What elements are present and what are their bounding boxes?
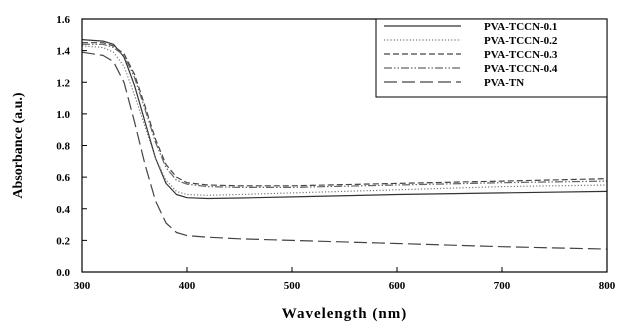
x-tick-label: 500 xyxy=(284,280,301,292)
series-line xyxy=(81,45,608,196)
x-tick-label: 400 xyxy=(179,280,196,292)
y-tick-label: 1.4 xyxy=(56,46,70,58)
y-tick-label: 0.6 xyxy=(56,172,70,184)
series-line xyxy=(82,43,608,188)
plot-lines xyxy=(81,39,608,250)
legend-box xyxy=(375,18,608,98)
y-tick-label: 0.4 xyxy=(56,204,70,216)
legend-label: PVA-TCCN-0.3 xyxy=(484,49,558,61)
y-tick-label: 1.0 xyxy=(56,109,70,121)
y-axis-title: Absorbance (a.u.) xyxy=(11,92,26,199)
x-axis-title: Wavelength (nm) xyxy=(282,306,407,322)
legend: PVA-TCCN-0.1 PVA-TCCN-0.2 PVA-TCCN-0.3 PVA-… xyxy=(375,18,608,98)
legend-label: PVA-TCCN-0.2 xyxy=(484,35,558,47)
series-line xyxy=(81,39,608,200)
y-tick-label: 1.6 xyxy=(56,14,70,26)
legend-label: PVA-TN xyxy=(484,77,524,89)
y-tick-label: 1.2 xyxy=(56,77,70,89)
x-tick-label: 300 xyxy=(74,280,91,292)
legend-label: PVA-TCCN-0.1 xyxy=(484,21,557,33)
series-line xyxy=(82,42,608,187)
x-tick-label: 800 xyxy=(599,280,616,292)
y-tick-label: 0.0 xyxy=(56,267,70,279)
x-tick-label: 600 xyxy=(389,280,406,292)
x-tick-label: 700 xyxy=(494,280,511,292)
y-tick-label: 0.8 xyxy=(56,141,70,153)
series-line xyxy=(81,51,608,250)
axis-ticks: 300 400 500 600 700 800 0.0 0.2 0.4 0.6 0.8 1.0 1.2 1… xyxy=(56,14,616,292)
legend-label: PVA-TCCN-0.4 xyxy=(484,63,558,75)
y-tick-label: 0.2 xyxy=(56,235,70,247)
